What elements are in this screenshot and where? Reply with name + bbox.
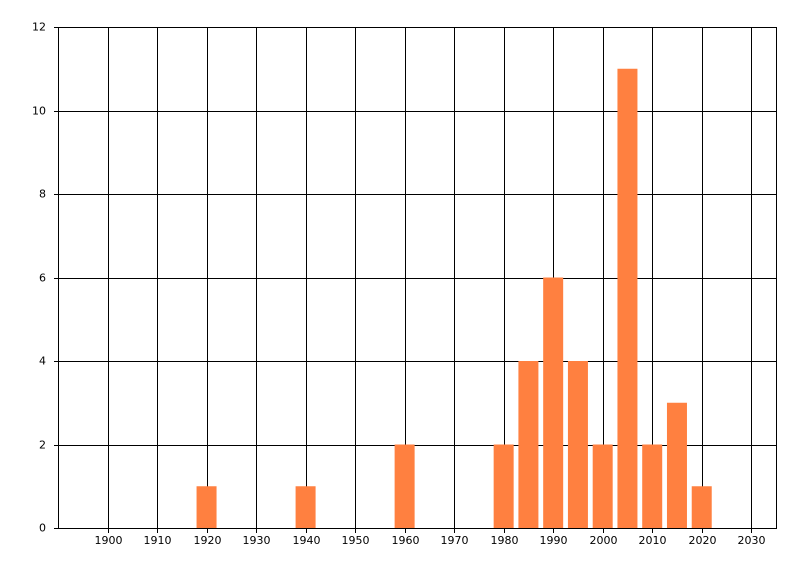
bar xyxy=(592,444,613,528)
y-tick-label: 12 xyxy=(32,21,46,34)
bar xyxy=(394,444,415,528)
x-tick-label: 1910 xyxy=(144,534,172,547)
y-tick-label: 6 xyxy=(39,272,46,285)
y-tick-label: 2 xyxy=(39,439,46,452)
x-tick-label: 1980 xyxy=(491,534,519,547)
y-tick-label: 8 xyxy=(39,188,46,201)
x-tick-label: 1970 xyxy=(441,534,469,547)
bar xyxy=(642,444,663,528)
x-tick-label: 2000 xyxy=(590,534,618,547)
bar xyxy=(691,486,712,528)
bar xyxy=(196,486,217,528)
x-tick-label: 1900 xyxy=(95,534,123,547)
x-tick-label: 1920 xyxy=(194,534,222,547)
bar xyxy=(295,486,316,528)
y-tick-label: 4 xyxy=(39,355,46,368)
x-tick-label: 2010 xyxy=(639,534,667,547)
x-tick-label: 1950 xyxy=(342,534,370,547)
x-tick-label: 1990 xyxy=(540,534,568,547)
x-tick-label: 2030 xyxy=(738,534,766,547)
x-tick-label: 1960 xyxy=(392,534,420,547)
bar xyxy=(617,68,638,528)
bar xyxy=(518,361,539,528)
y-tick-label: 0 xyxy=(39,522,46,535)
bar xyxy=(543,277,564,528)
bar xyxy=(567,361,588,528)
y-tick-label: 10 xyxy=(32,105,46,118)
x-tick-label: 1930 xyxy=(243,534,271,547)
x-tick-label: 2020 xyxy=(689,534,717,547)
x-tick-label: 1940 xyxy=(293,534,321,547)
bar xyxy=(666,402,687,528)
bar xyxy=(493,444,514,528)
